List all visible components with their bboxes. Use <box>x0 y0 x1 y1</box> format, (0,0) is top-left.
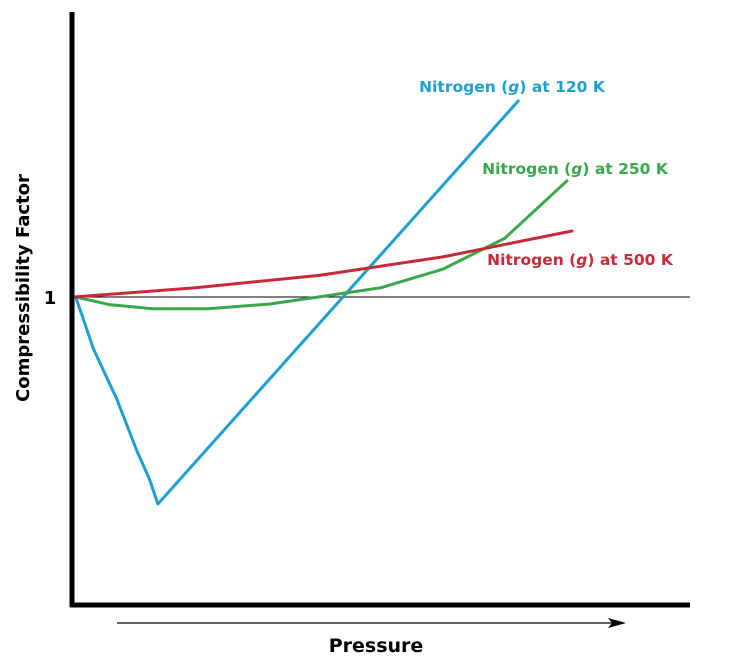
series-label-2: Nitrogen (g) at 500 K <box>487 251 674 269</box>
pressure-arrowhead <box>608 618 626 628</box>
x-axis-label: Pressure <box>329 635 424 657</box>
series-line-1 <box>74 179 569 311</box>
series-label-1: Nitrogen (g) at 250 K <box>482 160 669 178</box>
series-label-0: Nitrogen (g) at 120 K <box>419 78 606 96</box>
y-tick-label-1: 1 <box>44 288 57 309</box>
series-line-2 <box>74 229 574 299</box>
series-line-0 <box>74 99 520 506</box>
y-axis-label: Compressibility Factor <box>13 174 34 402</box>
